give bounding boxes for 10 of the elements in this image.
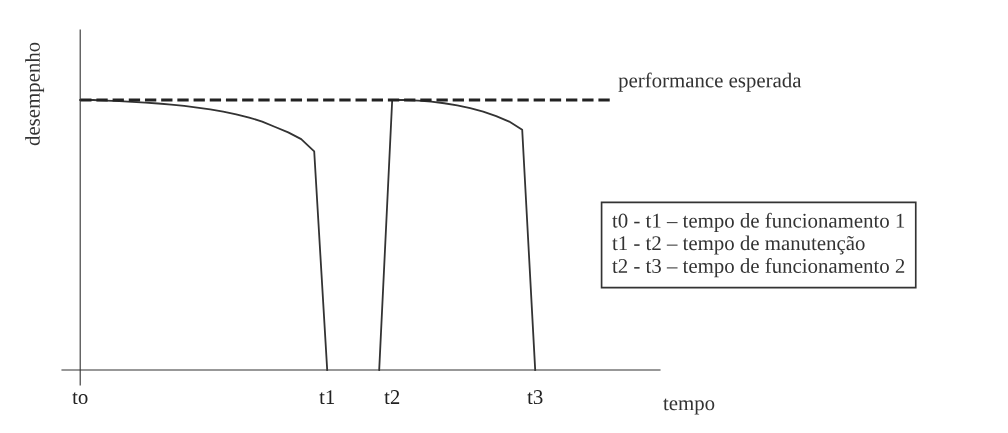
x-tick-label: t1 bbox=[319, 390, 335, 405]
x-tick-label: t3 bbox=[527, 390, 543, 405]
x-axis-title: tempo bbox=[663, 398, 715, 415]
annotation: t1 - t2 – tempo de manutenção bbox=[612, 235, 865, 255]
x-tick-label: t2 bbox=[384, 390, 400, 405]
annotation: t2 - t3 – tempo de funcionamento 2 bbox=[612, 258, 905, 278]
y-axis-title: desempenho bbox=[25, 42, 45, 146]
annotation: t0 - t1 – tempo de funcionamento 1 bbox=[612, 212, 905, 232]
ref-line-label: performance esperada bbox=[618, 72, 802, 92]
x-tick-label: to bbox=[72, 392, 88, 405]
